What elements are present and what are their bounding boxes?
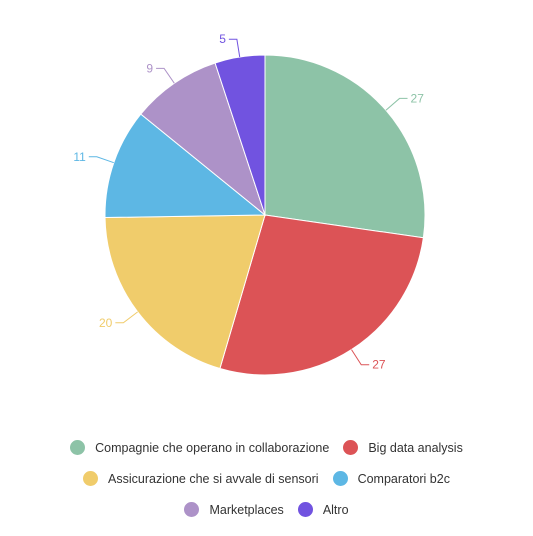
legend-swatch <box>70 440 86 455</box>
legend-label: Comparatori b2c <box>357 471 450 486</box>
legend-item[interactable]: Big data analysis <box>343 440 463 455</box>
pie-slice[interactable] <box>104 113 267 219</box>
legend-row-2: Assicurazione che si avvale di sensori C… <box>0 471 533 486</box>
legend-label: Big data analysis <box>368 440 463 455</box>
pie-slice[interactable] <box>214 54 266 216</box>
legend-label: Altro <box>322 502 349 517</box>
pie-slice[interactable] <box>219 214 424 376</box>
legend-row-1: Compagnie che operano in collaborazione … <box>0 440 533 455</box>
legend-swatch <box>297 502 313 517</box>
data-label: 11 <box>73 150 86 164</box>
legend-label: Assicurazione che si avvale di sensori <box>108 471 319 486</box>
legend-label: Marketplaces <box>209 502 284 517</box>
pie-svg: 27 27 20 11 9 5 <box>73 32 426 376</box>
legend-item[interactable]: Assicurazione che si avvale di sensori <box>83 471 319 486</box>
legend-swatch <box>184 502 200 517</box>
legend-item[interactable]: Comparatori b2c <box>332 471 450 486</box>
data-label-connector <box>385 97 408 111</box>
legend-item[interactable]: Altro <box>297 502 349 517</box>
data-label-connector <box>351 349 370 366</box>
data-label-connector <box>228 38 241 58</box>
legend-item[interactable]: Marketplaces <box>184 502 284 517</box>
data-label-connector <box>88 156 114 164</box>
data-label-connector <box>156 67 175 84</box>
data-label-connector <box>115 311 138 324</box>
data-label: 5 <box>219 32 226 46</box>
data-label: 9 <box>146 61 153 75</box>
legend-swatch <box>343 440 359 455</box>
legend-swatch <box>332 471 348 486</box>
legend-item[interactable]: Compagnie che operano in collaborazione <box>70 440 329 455</box>
legend-row-3: Marketplaces Altro <box>0 502 533 517</box>
legend-swatch <box>83 471 99 486</box>
data-label: 27 <box>411 91 425 105</box>
pie-slice[interactable] <box>264 54 426 239</box>
legend-label: Compagnie che operano in collaborazione <box>95 440 330 455</box>
data-label: 20 <box>99 316 113 330</box>
pie-slice[interactable] <box>140 62 267 217</box>
data-label: 27 <box>372 358 386 372</box>
